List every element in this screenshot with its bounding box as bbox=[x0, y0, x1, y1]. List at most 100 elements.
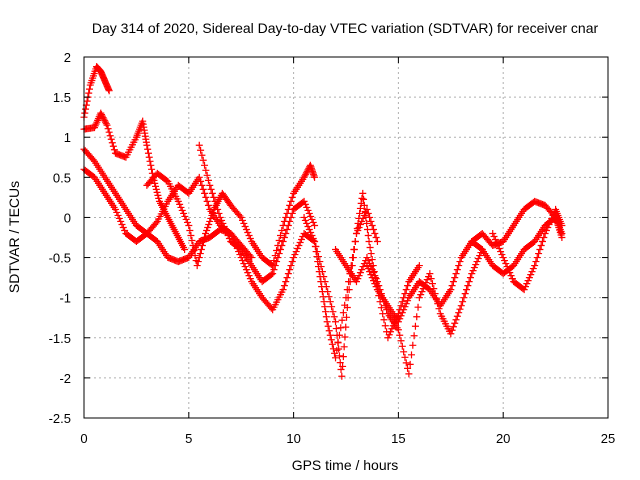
data-point bbox=[307, 228, 315, 236]
data-point bbox=[144, 149, 152, 157]
data-point bbox=[81, 109, 89, 117]
data-point bbox=[284, 270, 292, 278]
data-point bbox=[98, 111, 106, 119]
data-point bbox=[457, 302, 465, 310]
data-point bbox=[178, 206, 186, 214]
data-point bbox=[267, 261, 275, 269]
data-point bbox=[360, 201, 368, 209]
data-point bbox=[287, 197, 295, 205]
data-point bbox=[110, 146, 118, 154]
data-point bbox=[210, 193, 218, 201]
data-point bbox=[548, 214, 556, 222]
data-point bbox=[490, 232, 498, 240]
data-point bbox=[447, 286, 455, 294]
data-point bbox=[449, 278, 457, 286]
data-point bbox=[279, 238, 287, 246]
data-point bbox=[340, 343, 348, 351]
data-point bbox=[358, 194, 366, 202]
data-point bbox=[338, 372, 346, 380]
data-point bbox=[292, 248, 300, 256]
data-point bbox=[520, 286, 528, 294]
data-point bbox=[319, 293, 327, 301]
data-point bbox=[107, 135, 115, 143]
data-point bbox=[405, 370, 413, 378]
data-point bbox=[152, 219, 160, 227]
data-point bbox=[277, 246, 284, 254]
data-point bbox=[495, 245, 503, 253]
data-point bbox=[473, 258, 481, 266]
data-point bbox=[300, 213, 308, 221]
data-point bbox=[89, 156, 97, 164]
data-point bbox=[223, 228, 231, 236]
data-point bbox=[545, 220, 553, 228]
data-point bbox=[302, 170, 310, 178]
data-point bbox=[453, 266, 461, 274]
data-point bbox=[451, 274, 459, 282]
data-point bbox=[544, 223, 552, 231]
data-point bbox=[341, 301, 349, 309]
data-point bbox=[317, 278, 325, 286]
data-point bbox=[385, 331, 393, 339]
data-point bbox=[453, 312, 461, 320]
data-point bbox=[312, 248, 320, 256]
data-point bbox=[359, 189, 367, 197]
data-point bbox=[396, 315, 404, 323]
data-point bbox=[529, 265, 537, 273]
data-point bbox=[207, 185, 215, 193]
data-point bbox=[118, 220, 126, 228]
data-point bbox=[402, 286, 410, 294]
data-point bbox=[448, 326, 456, 334]
data-point bbox=[367, 217, 375, 225]
data-point bbox=[362, 213, 370, 221]
data-point bbox=[154, 191, 162, 199]
data-point bbox=[339, 362, 347, 370]
data-point bbox=[102, 120, 110, 128]
data-point bbox=[411, 322, 419, 330]
data-point bbox=[227, 229, 235, 237]
x-tick-label: 20 bbox=[496, 431, 510, 446]
data-point bbox=[381, 322, 389, 330]
data-point bbox=[364, 257, 372, 265]
data-point bbox=[452, 316, 460, 324]
data-point bbox=[494, 242, 502, 250]
data-point bbox=[428, 280, 436, 288]
data-point bbox=[542, 226, 550, 234]
data-point bbox=[244, 228, 252, 236]
y-tick-label: 1.5 bbox=[53, 90, 71, 105]
y-tick-label: -0.5 bbox=[49, 251, 71, 266]
data-point bbox=[269, 270, 277, 278]
data-point bbox=[507, 272, 515, 280]
data-point bbox=[423, 276, 431, 284]
data-point bbox=[241, 263, 249, 271]
data-point bbox=[343, 313, 351, 321]
data-point bbox=[245, 272, 253, 280]
series-track-10 bbox=[363, 197, 566, 326]
data-point bbox=[283, 274, 291, 282]
data-point bbox=[311, 221, 319, 229]
data-point bbox=[464, 282, 472, 290]
data-point bbox=[533, 254, 541, 262]
data-point bbox=[151, 179, 159, 187]
x-tick-label: 5 bbox=[185, 431, 192, 446]
data-point bbox=[295, 242, 303, 250]
data-point bbox=[448, 282, 456, 290]
data-point bbox=[418, 288, 426, 296]
data-point bbox=[198, 151, 206, 159]
data-point bbox=[546, 217, 554, 225]
data-point bbox=[318, 283, 326, 291]
data-point bbox=[356, 204, 364, 212]
data-point bbox=[328, 303, 336, 311]
y-tick-label: -2.5 bbox=[49, 411, 71, 426]
data-point bbox=[427, 275, 435, 283]
data-point bbox=[219, 219, 227, 227]
data-point bbox=[351, 238, 359, 246]
data-point bbox=[401, 290, 409, 298]
data-point bbox=[320, 298, 328, 306]
data-point bbox=[198, 181, 206, 189]
data-point bbox=[218, 216, 226, 224]
data-point bbox=[216, 213, 224, 221]
data-point bbox=[368, 221, 376, 229]
data-point bbox=[288, 209, 296, 217]
data-point bbox=[177, 203, 185, 211]
data-point bbox=[332, 354, 340, 362]
